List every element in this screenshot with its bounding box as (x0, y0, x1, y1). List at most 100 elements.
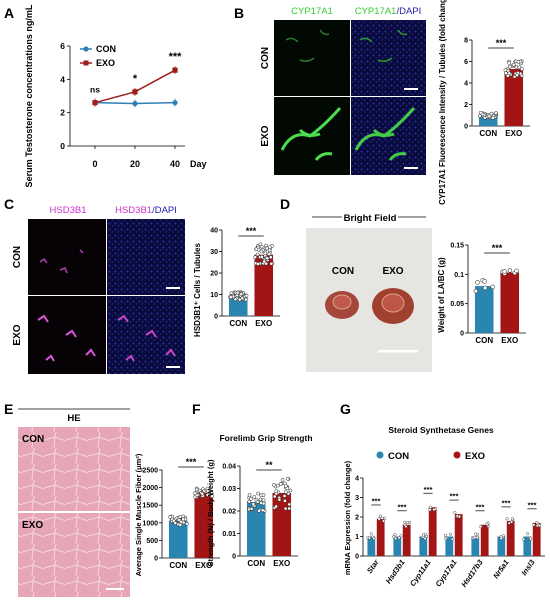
data-point (178, 514, 183, 519)
bar-con (478, 115, 498, 126)
data-point (269, 261, 274, 266)
grip-strength-title: Forelimb Grip Strength (219, 433, 312, 443)
data-point (260, 254, 264, 259)
data-point (507, 71, 512, 76)
data-point (505, 517, 509, 521)
data-point (255, 499, 260, 504)
data-point (404, 524, 408, 528)
panel-label-a: A (4, 5, 14, 21)
bar-con (246, 502, 266, 556)
y-tick-label: 3 (355, 495, 359, 502)
data-point (489, 111, 494, 116)
data-point (393, 533, 397, 537)
significance-label: ** (265, 460, 273, 470)
significance-label: * (133, 73, 138, 85)
y-tick-label: 0 (214, 314, 218, 321)
x-tick-label: Cyp11a1 (408, 558, 433, 588)
y-tick-label: 2000 (142, 485, 158, 492)
data-point (235, 290, 240, 295)
gene-chart-legend: CON EXO (376, 451, 485, 462)
chart-g-ylabel: mRNA Expression (fold change) (343, 460, 352, 575)
micrograph-c-con-hsd (28, 219, 106, 295)
data-point (423, 537, 427, 541)
chart-a-legend: CON EXO (80, 44, 116, 68)
data-point (263, 251, 268, 256)
data-point (267, 252, 272, 256)
x-tick-label: Insl3 (519, 557, 537, 577)
data-point (185, 521, 189, 526)
bar-hsd17b3-con (471, 536, 480, 556)
data-point (382, 519, 386, 523)
x-tick-label: Star (365, 557, 381, 575)
y-tick-label: 2 (355, 515, 359, 522)
x-tick-label: Nr5a1 (491, 558, 510, 580)
data-point (507, 268, 513, 273)
data-point (194, 487, 199, 492)
data-point (277, 497, 282, 502)
x-tick-label: CON (475, 336, 493, 345)
muscle-fiber-bar-chart: 0 500 1000 1500 2000 2500 CON EXO *** (142, 457, 220, 570)
panel-b-micrographs: CYP17A1 CYP17A1/DAPI CON EXO (260, 6, 426, 175)
y-tick-label: 0.02 (222, 509, 236, 516)
y-tick-label: 500 (146, 538, 158, 545)
micrograph-b-con-merge (351, 20, 426, 96)
bar-nr5a1-exo (506, 520, 515, 556)
data-point (514, 268, 519, 274)
y-tick-label: 2 (464, 102, 468, 109)
data-point (265, 246, 269, 251)
significance-label: *** (424, 485, 433, 494)
x-tick-label: EXO (195, 561, 212, 570)
data-point (253, 255, 257, 260)
data-point (251, 502, 256, 506)
chart-a-xunit: Day (190, 159, 207, 169)
y-tick-label: 1000 (142, 520, 158, 527)
legend-g-exo-label: EXO (465, 451, 485, 462)
data-point (473, 288, 479, 294)
he-con-image (18, 427, 130, 511)
data-point (173, 521, 178, 525)
data-point (252, 495, 257, 499)
data-point (399, 534, 403, 538)
panel-c-micrographs: HSD3B1 HSD3B1/DAPI CON EXO (12, 205, 185, 374)
data-point (378, 514, 382, 518)
data-point (284, 484, 288, 488)
data-point (526, 532, 530, 536)
y-tick-label: 4 (60, 74, 65, 84)
data-point (367, 536, 371, 540)
data-point (280, 478, 285, 482)
data-point (482, 285, 488, 291)
data-point (254, 247, 259, 252)
significance-label: *** (186, 457, 197, 467)
bar-star-exo (376, 518, 385, 556)
bar-exo (504, 69, 524, 126)
y-tick-label: 0.15 (450, 243, 464, 250)
data-point (511, 62, 516, 67)
panel-c-title-1: HSD3B1 (50, 205, 87, 216)
point-exo (172, 67, 178, 73)
panel-label-f: F (192, 401, 201, 417)
bar-cyp17a1-con (445, 536, 454, 556)
y-tick-label: 0 (355, 554, 359, 561)
panel-label-d: D (280, 196, 290, 212)
x-tick-label: 20 (130, 159, 140, 169)
legend-g-con-label: CON (388, 451, 409, 462)
data-point (237, 297, 242, 302)
panel-e-he: HE CON EXO (18, 408, 130, 597)
data-point (168, 515, 173, 519)
data-point (274, 489, 279, 494)
y-tick-label: 10 (210, 292, 218, 299)
data-point (249, 497, 253, 501)
data-point (529, 537, 533, 541)
data-point (228, 295, 233, 300)
data-point (261, 493, 266, 497)
significance-label: *** (169, 51, 183, 63)
data-point (259, 249, 264, 254)
data-point (515, 73, 520, 78)
data-point (403, 520, 407, 524)
chart-f-ylabel: Strength (N) / Body Weight (g) (206, 459, 215, 566)
y-tick-label: 0 (60, 141, 65, 151)
data-point (259, 501, 263, 505)
chart-c-ylabel: HSD3B1⁺ Cells / Tubules (193, 243, 202, 337)
y-tick-label: 0.05 (450, 301, 464, 308)
bar-exo (500, 272, 520, 333)
